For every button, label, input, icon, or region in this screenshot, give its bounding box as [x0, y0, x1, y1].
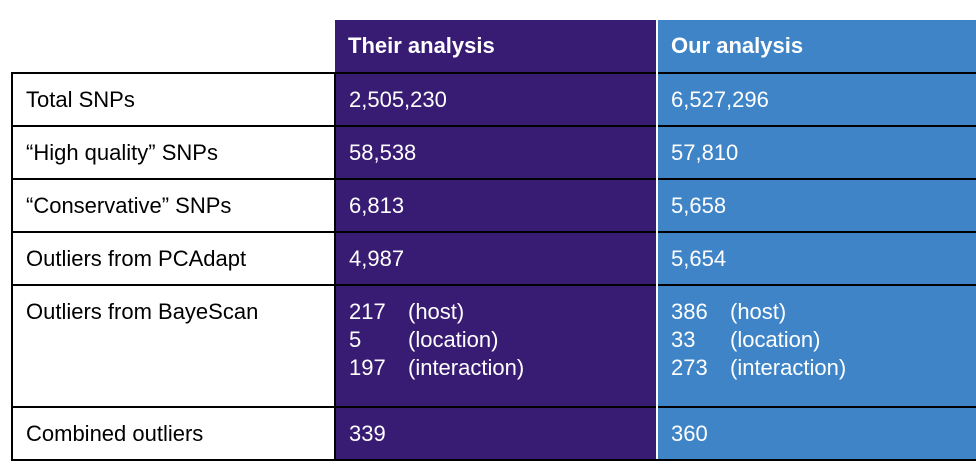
bayescan-line: 5 (location) — [349, 326, 656, 354]
outlier-count: 33 — [671, 327, 696, 352]
row-label-combined-outliers: Combined outliers — [11, 406, 336, 461]
row-label-conservative-snps: “Conservative” SNPs — [11, 178, 336, 232]
our-total-snps: 6,527,296 — [657, 72, 976, 126]
table-row: Total SNPs 2,505,230 6,527,296 — [11, 72, 976, 126]
bayescan-line: 197 (interaction) — [349, 354, 656, 382]
header-blank-cell — [12, 20, 335, 73]
outlier-count: 273 — [671, 355, 708, 380]
row-label-bayescan-outliers: Outliers from BayeScan — [11, 284, 336, 407]
bayescan-line: 386 (host) — [671, 298, 976, 326]
their-pcadapt-outliers: 4,987 — [335, 231, 658, 285]
table-body: Total SNPs 2,505,230 6,527,296 “High qua… — [11, 72, 976, 461]
bayescan-line: 33 (location) — [671, 326, 976, 354]
header-our-analysis: Our analysis — [657, 20, 976, 73]
our-bayescan-outliers: 386 (host) 33 (location) 273 (interaction) — [657, 284, 976, 407]
outlier-count: 197 — [349, 355, 386, 380]
outlier-category: (interaction) — [730, 355, 847, 380]
table-row: Outliers from PCAdapt 4,987 5,654 — [11, 231, 976, 285]
outlier-category: (host) — [408, 299, 465, 324]
their-total-snps: 2,505,230 — [335, 72, 658, 126]
row-label-total-snps: Total SNPs — [11, 72, 336, 126]
our-pcadapt-outliers: 5,654 — [657, 231, 976, 285]
bayescan-line: 273 (interaction) — [671, 354, 976, 382]
outlier-count: 386 — [671, 299, 708, 324]
table-row: Outliers from BayeScan 217 (host) 5 (locat… — [11, 284, 976, 407]
our-high-quality-snps: 57,810 — [657, 125, 976, 179]
row-label-high-quality-snps: “High quality” SNPs — [11, 125, 336, 179]
header-row: Their analysis Our analysis — [12, 20, 976, 73]
their-combined-outliers: 339 — [335, 406, 658, 461]
their-bayescan-outliers: 217 (host) 5 (location) 197 (interaction) — [335, 284, 658, 407]
outlier-category: (host) — [730, 299, 787, 324]
outlier-category: (interaction) — [408, 355, 525, 380]
row-label-pcadapt-outliers: Outliers from PCAdapt — [11, 231, 336, 285]
outlier-category: (location) — [408, 327, 499, 352]
bayescan-line: 217 (host) — [349, 298, 656, 326]
table-row: “Conservative” SNPs 6,813 5,658 — [11, 178, 976, 232]
outlier-count: 5 — [349, 327, 362, 352]
our-conservative-snps: 5,658 — [657, 178, 976, 232]
our-combined-outliers: 360 — [657, 406, 976, 461]
outlier-category: (location) — [730, 327, 821, 352]
table-header: Their analysis Our analysis — [12, 20, 976, 73]
table-row: Combined outliers 339 360 — [11, 406, 976, 461]
header-their-analysis: Their analysis — [335, 20, 658, 73]
their-high-quality-snps: 58,538 — [335, 125, 658, 179]
comparison-table: Their analysis Our analysis Total SNPs 2… — [11, 20, 976, 461]
their-conservative-snps: 6,813 — [335, 178, 658, 232]
outlier-count: 217 — [349, 299, 386, 324]
table-row: “High quality” SNPs 58,538 57,810 — [11, 125, 976, 179]
